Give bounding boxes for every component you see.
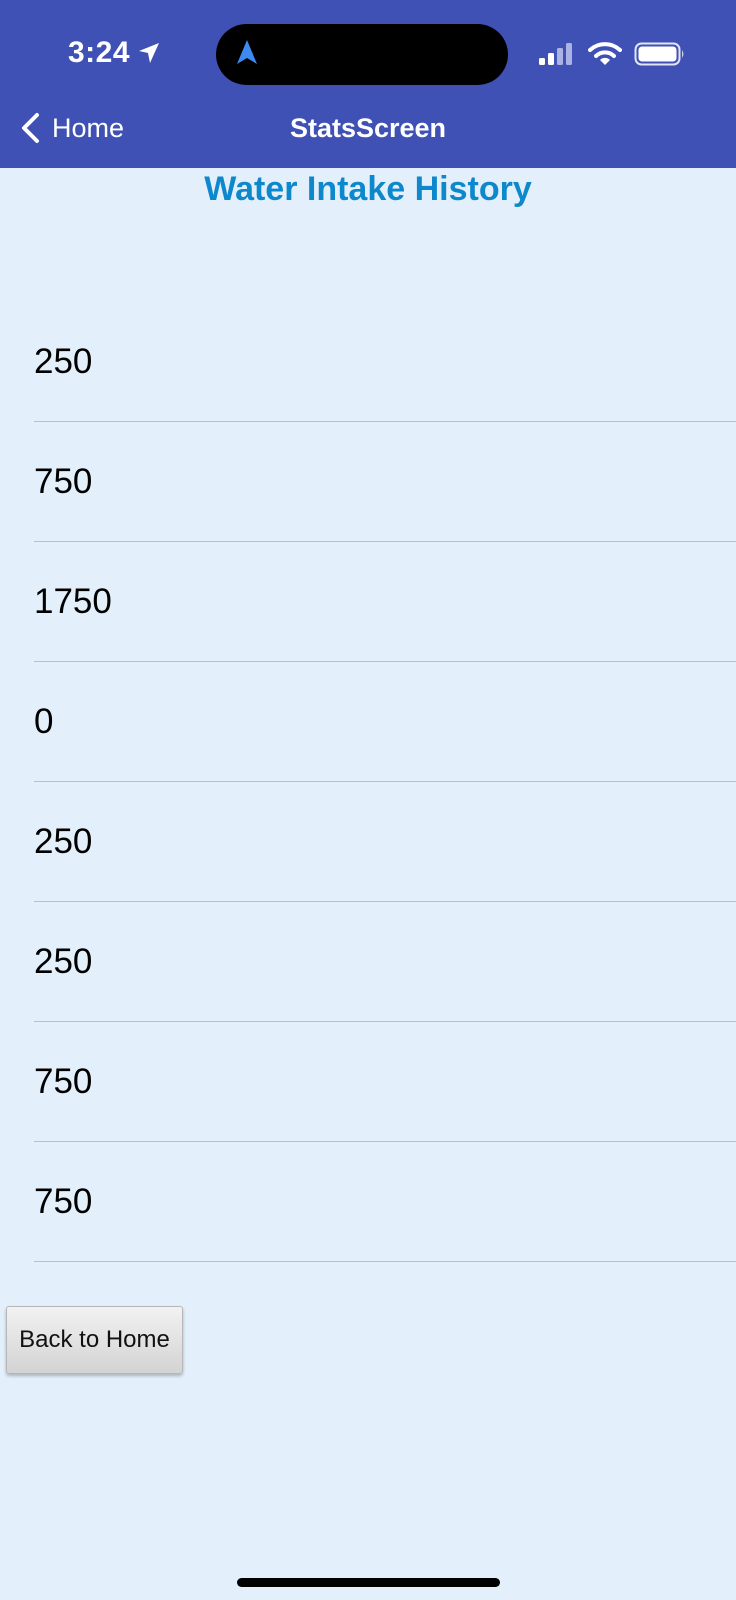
list-item[interactable]: 250 bbox=[34, 782, 736, 902]
top-header: 3:24 Home StatsScr bbox=[0, 0, 736, 168]
intake-value: 250 bbox=[34, 341, 93, 381]
list-item[interactable]: 250 bbox=[34, 902, 736, 1022]
status-time: 3:24 bbox=[68, 36, 160, 70]
page-heading: Water Intake History bbox=[204, 170, 532, 208]
list-item[interactable]: 1750 bbox=[34, 542, 736, 662]
chevron-left-icon bbox=[22, 113, 39, 143]
back-nav-button[interactable]: Home bbox=[20, 112, 124, 144]
intake-value: 1750 bbox=[34, 581, 112, 621]
list-item[interactable]: 750 bbox=[34, 1022, 736, 1142]
intake-value: 250 bbox=[34, 821, 93, 861]
list-item[interactable]: 750 bbox=[34, 422, 736, 542]
intake-value: 750 bbox=[34, 1181, 93, 1221]
list-item[interactable]: 750 bbox=[34, 1142, 736, 1262]
intake-value: 750 bbox=[34, 461, 93, 501]
intake-value: 250 bbox=[34, 941, 93, 981]
location-arrow-icon bbox=[139, 43, 160, 63]
intake-value: 0 bbox=[34, 701, 54, 741]
back-to-home-button[interactable]: Back to Home bbox=[6, 1306, 183, 1374]
dynamic-island bbox=[216, 24, 508, 85]
status-icons bbox=[538, 42, 686, 66]
wifi-icon bbox=[588, 42, 622, 65]
cellular-signal-icon bbox=[539, 43, 572, 65]
intake-value: 750 bbox=[34, 1061, 93, 1101]
list-item[interactable]: 0 bbox=[34, 662, 736, 782]
navigation-icon bbox=[237, 40, 257, 64]
time-text: 3:24 bbox=[68, 36, 131, 69]
list-item[interactable]: 250 bbox=[34, 302, 736, 422]
intake-history-list: 250 750 1750 0 250 250 750 750 bbox=[34, 302, 736, 1262]
back-nav-label: Home bbox=[52, 112, 125, 143]
battery-icon bbox=[634, 42, 684, 66]
home-indicator[interactable] bbox=[237, 1578, 500, 1587]
